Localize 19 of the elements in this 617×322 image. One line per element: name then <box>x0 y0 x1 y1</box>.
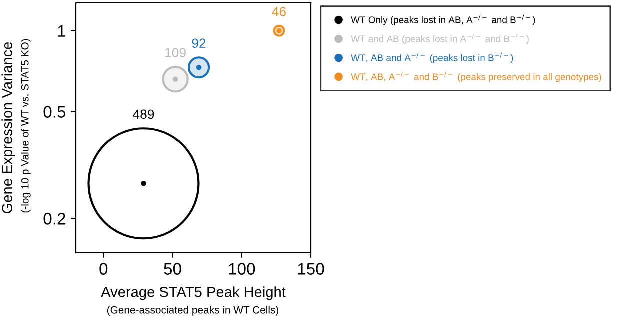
x-tick-label: 150 <box>298 263 324 275</box>
legend-label: WT and AB (peaks lost in A$^{−/−}$ and B$^{−/−}$) <box>351 34 529 44</box>
y-axis-title: Gene Expression Variance <box>2 42 16 214</box>
legend-label: WT, AB, A$^{−/−}$ and B$^{−/−}$ (peaks preserved in all genotypes) <box>351 72 602 82</box>
x-tick-label: 50 <box>164 263 182 275</box>
annotation: 109 <box>166 48 186 58</box>
x-tick-label: 0 <box>100 263 108 275</box>
text: (Gene-associated peaks in WT Cells) <box>107 306 279 316</box>
y-tick-label: 0.5 <box>44 106 66 118</box>
legend-label: WT, AB and A$^{−/−}$ (peaks lost in B$^{−/−}$) <box>351 52 514 64</box>
text: (-log 10 p Value of WT vs. STAT5 KO) <box>21 39 31 213</box>
x-tick-label: 100 <box>229 263 256 275</box>
x-axis-title: Average STAT5 Peak Height <box>101 286 286 300</box>
y-tick-label: 1 <box>58 25 66 37</box>
annotation: 92 <box>192 38 206 48</box>
annotation: 46 <box>272 7 286 16</box>
y-tick-label: 0.2 <box>44 213 66 225</box>
annotation: 489 <box>133 110 154 120</box>
legend-label: WT Only (peaks lost in AB, A$^{−/−}$ and B$^{−/−}$) <box>351 14 536 26</box>
